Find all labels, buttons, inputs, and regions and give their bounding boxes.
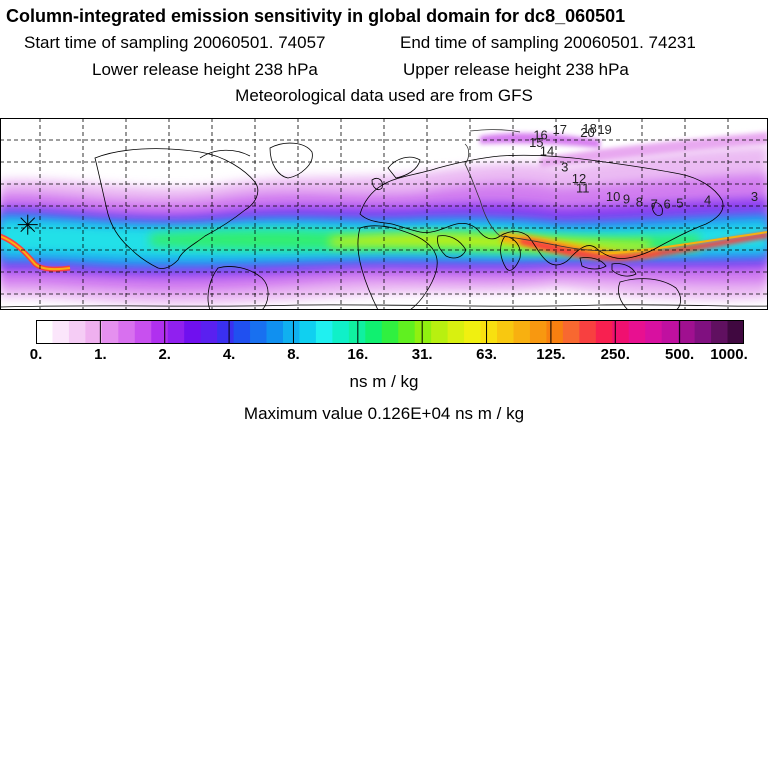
colorbar-swatch-4: [101, 320, 119, 344]
colorbar-swatch-31: [546, 320, 564, 344]
colorbar-tick-label-0: 0.: [29, 346, 43, 363]
colorbar-swatch-26: [464, 320, 482, 344]
trajectory-label-4: 16: [533, 127, 547, 142]
trajectory-label-5: 15: [529, 135, 543, 150]
colorbar-swatch-38: [661, 320, 679, 344]
colorbar-swatch-28: [497, 320, 514, 344]
trajectory-label-6: 14: [540, 143, 554, 158]
trajectory-label-13: 7: [651, 197, 658, 212]
colorbar-tick-label-2: 2.: [158, 346, 171, 363]
colorbar-swatch-7: [151, 320, 169, 344]
colorbar-swatch-22: [398, 320, 416, 344]
colorbar-swatch-30: [529, 320, 547, 344]
release-point-marker: [17, 214, 38, 235]
colorbar-swatch-27: [480, 320, 498, 344]
colorbar-swatch-14: [266, 320, 284, 344]
colorbar-swatch-15: [282, 320, 300, 344]
colorbar-swatch-23: [414, 320, 432, 344]
trajectory-label-7: 3: [561, 159, 568, 174]
upper-release-label: Upper release height 238 hPa: [403, 60, 629, 79]
lower-release-label: Lower release height 238 hPa: [92, 60, 318, 79]
maximum-value-label: Maximum value 0.126E+04 ns m / kg: [243, 404, 525, 423]
colorbar-swatch-17: [315, 320, 333, 344]
colorbar-swatch-41: [711, 320, 729, 344]
trajectory-label-9: 11: [576, 181, 590, 196]
colorbar-swatch-13: [250, 320, 268, 344]
colorbar-swatch-24: [431, 320, 449, 344]
colorbar-tick-label-6: 31.: [411, 346, 433, 363]
trajectory-label-10: 10: [606, 189, 620, 204]
graticule: [0, 118, 768, 310]
colorbar-swatch-12: [233, 320, 251, 344]
colorbar-tick-label-8: 125.: [536, 346, 566, 363]
colorbar-swatch-16: [299, 320, 317, 344]
colorbar-swatch-29: [513, 320, 531, 344]
trajectory-path: [464, 129, 621, 252]
colorbar-swatch-35: [612, 320, 630, 344]
colorbar-tick-label-11: 1000.: [710, 346, 748, 363]
colorbar-swatch-1: [52, 320, 70, 344]
colorbar-swatch-10: [200, 320, 218, 344]
units-label: ns m / kg: [349, 372, 419, 391]
colorbar-tick-label-10: 500.: [665, 346, 695, 363]
met-data-label: Meteorological data used are from GFS: [235, 86, 533, 105]
trajectory-label-14: 6: [663, 197, 670, 212]
trajectory-label-2: 19: [597, 122, 611, 137]
colorbar-swatch-20: [365, 320, 383, 344]
colorbar-tick-label-7: 63.: [476, 346, 497, 363]
colorbar: [36, 320, 744, 344]
coastlines: [0, 142, 768, 310]
trajectory-label-17: 3: [751, 189, 758, 204]
colorbar-swatch-18: [332, 320, 350, 344]
trajectory-label-3: 20: [580, 125, 594, 140]
colorbar-swatch-37: [645, 320, 663, 344]
colorbar-swatch-3: [85, 320, 103, 344]
colorbar-swatch-2: [68, 320, 86, 344]
start-time-label: Start time of sampling 20060501. 74057: [24, 33, 326, 52]
colorbar-swatch-5: [118, 320, 136, 344]
colorbar-tick-label-9: 250.: [600, 346, 630, 363]
colorbar-tick-label-5: 16.: [347, 346, 369, 363]
colorbar-tick-label-4: 8.: [287, 346, 300, 363]
trajectory-label-15: 5: [676, 196, 683, 211]
colorbar-swatch-39: [678, 320, 696, 344]
colorbar-swatch-32: [562, 320, 580, 344]
trajectory-label-12: 8: [636, 195, 643, 210]
trajectory-label-0: 17: [553, 122, 567, 137]
colorbar-swatch-9: [184, 320, 202, 344]
trajectory-label-1: 18: [582, 121, 596, 136]
colorbar-swatch-25: [447, 320, 465, 344]
colorbar-swatch-0: [36, 320, 53, 344]
trajectory-label-8: 12: [572, 171, 586, 186]
colorbar-swatch-34: [595, 320, 613, 344]
colorbar-swatch-36: [628, 320, 646, 344]
colorbar-swatch-33: [579, 320, 597, 344]
colorbar-swatch-8: [167, 320, 185, 344]
release-marker-stroke-3: [20, 217, 36, 233]
end-time-label: End time of sampling 20060501. 74231: [400, 33, 696, 52]
trajectory-label-16: 4: [704, 192, 711, 207]
plot-title: Column-integrated emission sensitivity i…: [6, 6, 626, 26]
colorbar-swatch-40: [694, 320, 712, 344]
colorbar-tick-label-1: 1.: [94, 346, 107, 363]
colorbar-swatch-6: [134, 320, 152, 344]
colorbar-swatch-21: [381, 320, 399, 344]
colorbar-tick-label-3: 4.: [222, 346, 236, 363]
colorbar-swatch-11: [217, 320, 235, 344]
trajectory-label-11: 9: [623, 191, 630, 206]
colorbar-swatch-42: [727, 320, 744, 344]
